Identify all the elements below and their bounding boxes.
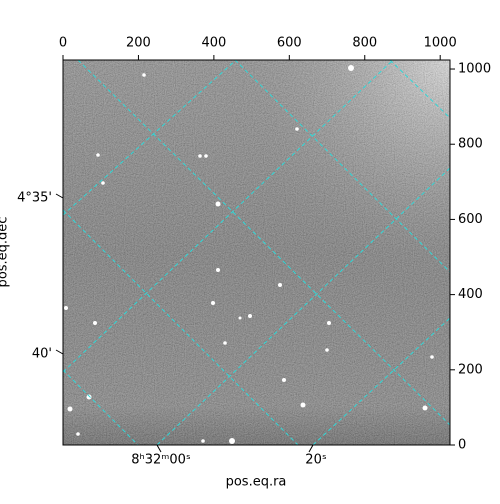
x-tick-label: 400: [201, 36, 226, 51]
x-tick-label: 800: [352, 36, 377, 51]
ra-tick-label: 8ʰ32ᵐ00ˢ: [131, 453, 191, 468]
y-tick-label: 600: [458, 212, 483, 227]
x-axis-label: pos.eq.ra: [226, 475, 287, 490]
x-tick-label: 1000: [424, 36, 457, 51]
y-tick-label: 200: [458, 362, 483, 377]
y-axis-label: pos.eq.dec: [0, 217, 11, 288]
dec-tick-label: 40': [32, 347, 52, 362]
y-tick-label: 800: [458, 137, 483, 152]
x-tick-label: 600: [277, 36, 302, 51]
sky-image: [63, 60, 450, 445]
y-tick-label: 400: [458, 287, 483, 302]
ra-tick-label: 20ˢ: [305, 453, 327, 468]
stars: [64, 65, 434, 444]
y-tick-label: 1000: [458, 62, 491, 77]
y-tick-label: 0: [458, 438, 466, 453]
x-tick-label: 0: [59, 36, 67, 51]
dec-tick-label: 4°35': [17, 191, 52, 206]
x-tick-label: 200: [126, 36, 151, 51]
wcs-ticks: [55, 193, 314, 453]
frame: [62, 59, 451, 446]
wcs-grid: [63, 60, 450, 445]
